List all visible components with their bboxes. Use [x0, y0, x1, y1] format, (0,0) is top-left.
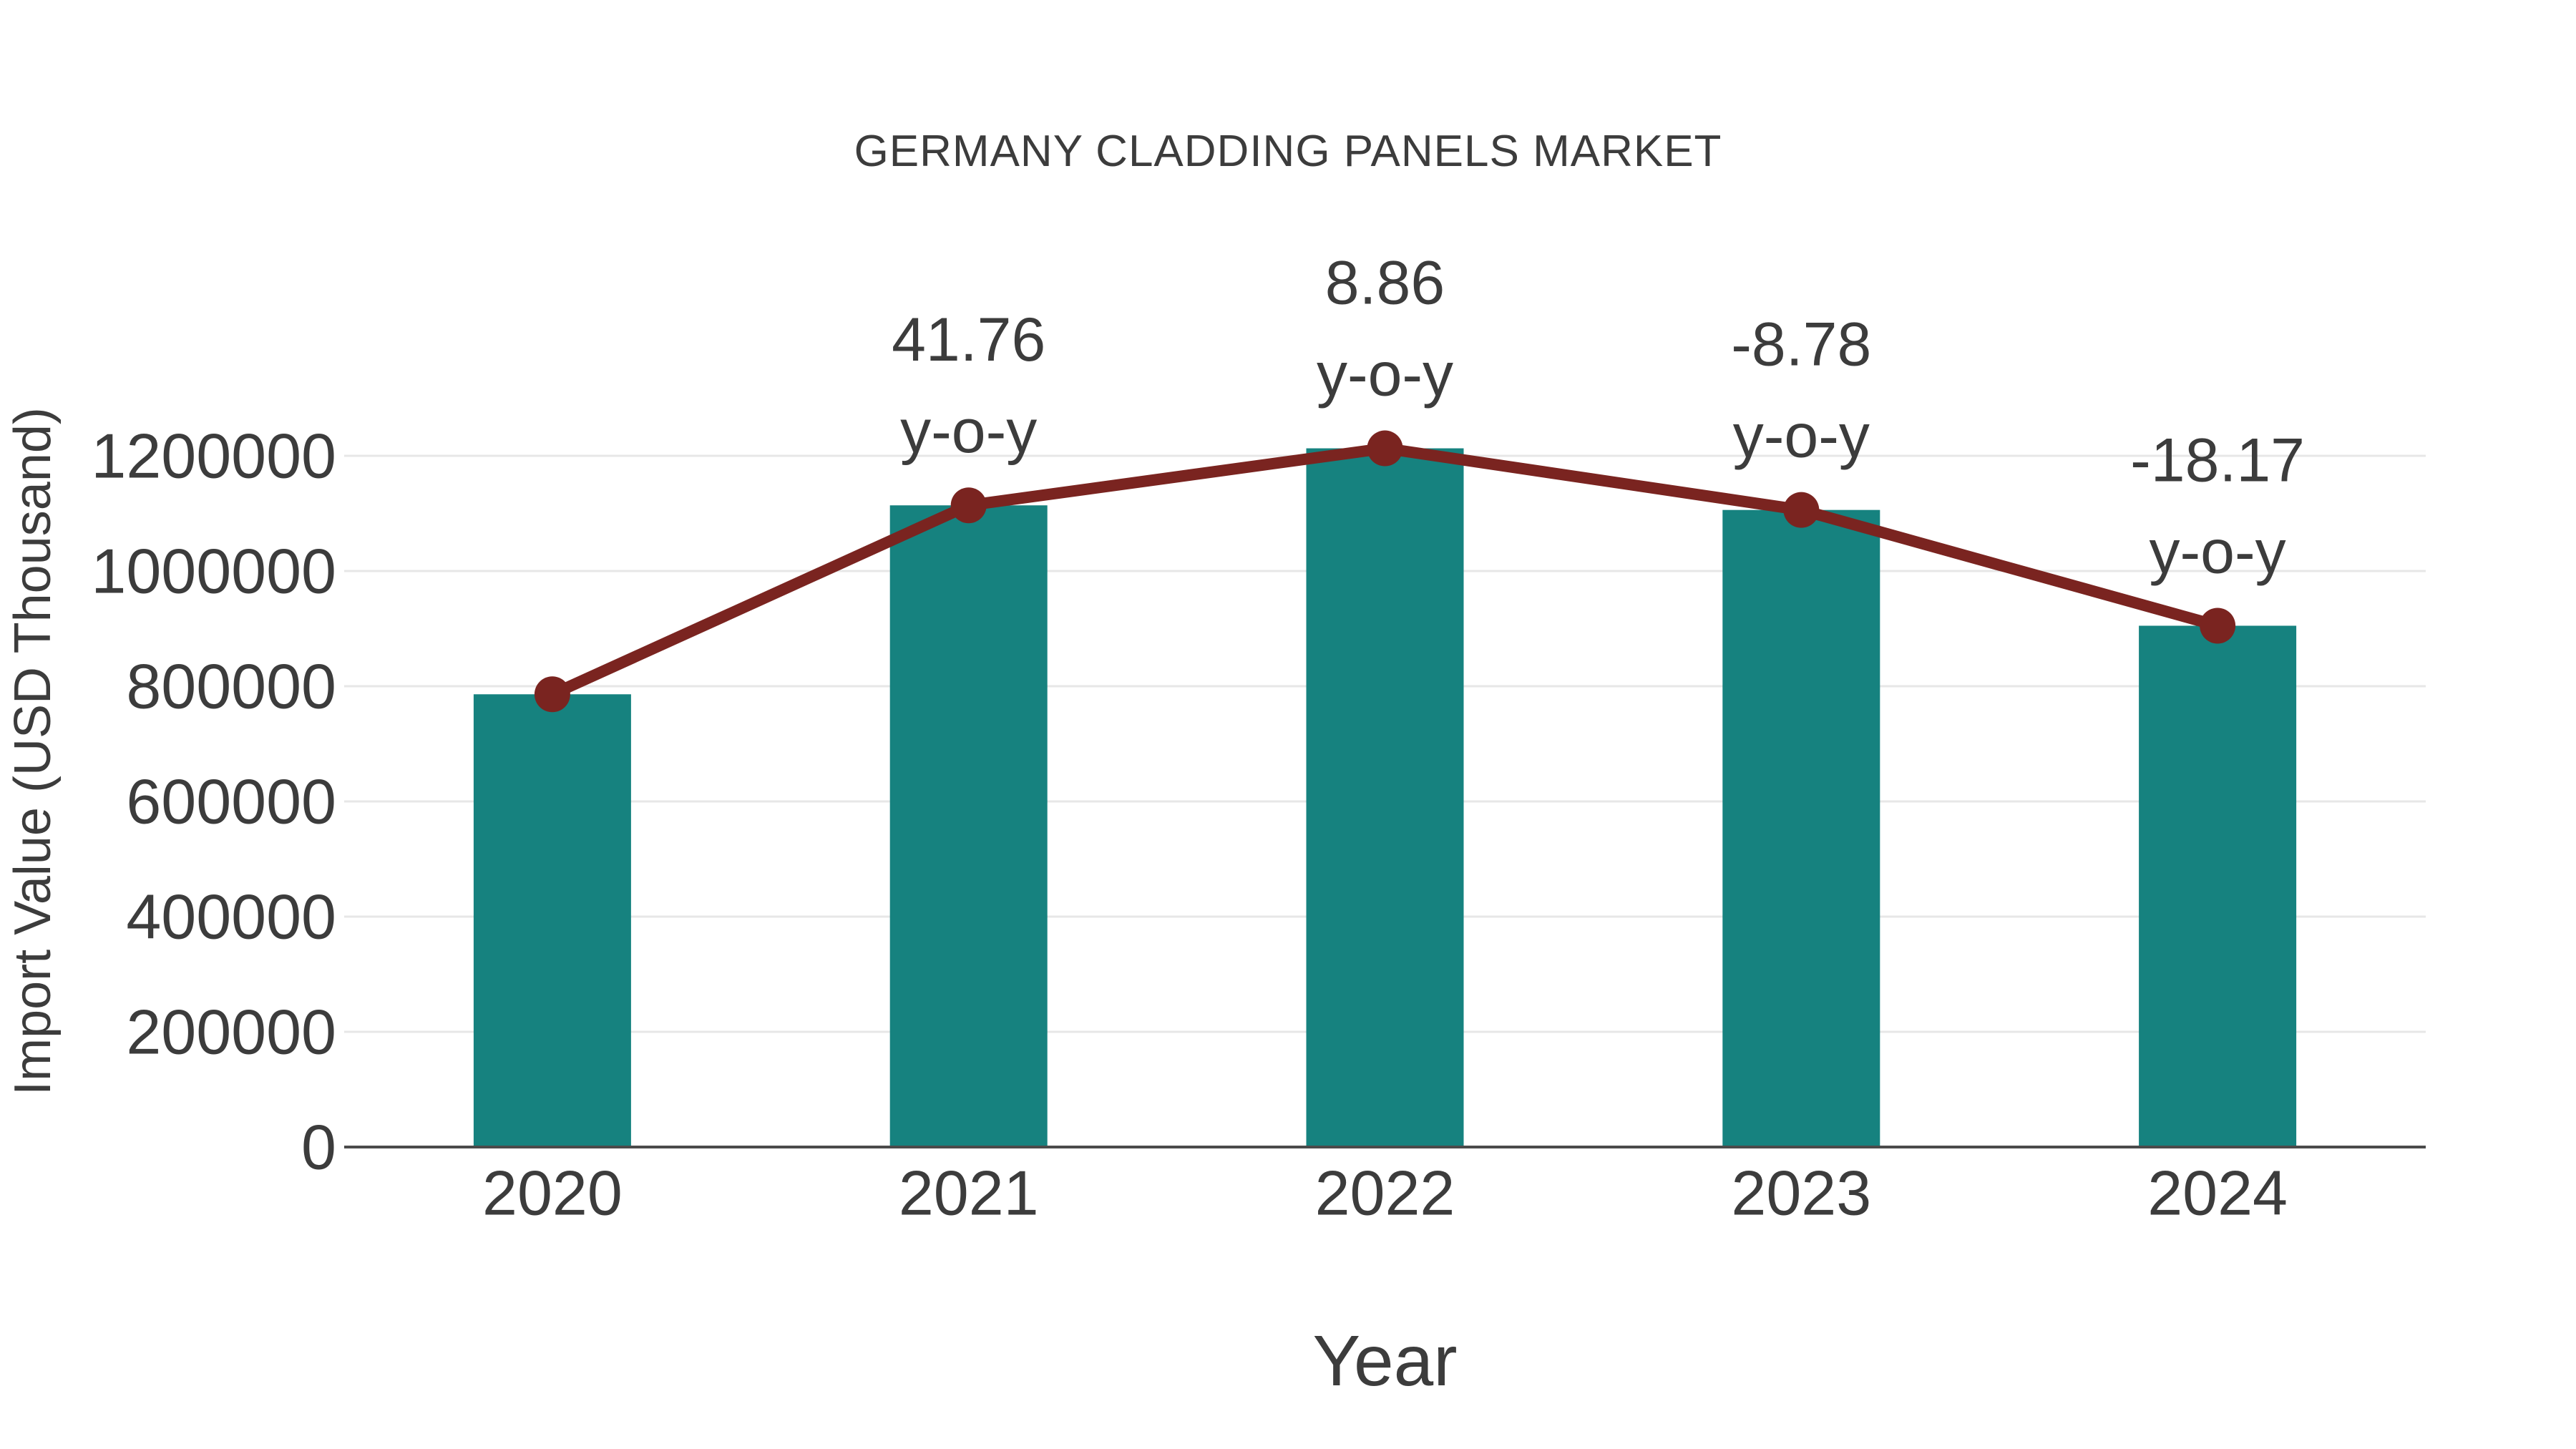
bar-2020: [473, 694, 631, 1147]
annotation-value-2022: 8.86: [1325, 249, 1445, 318]
bar-2022: [1306, 448, 1464, 1147]
y-tick-label: 1200000: [91, 421, 336, 492]
annotation-value-2023: -8.78: [1731, 311, 1871, 379]
annotation-value-2024: -18.17: [2130, 426, 2305, 494]
x-tick-label: 2020: [482, 1158, 623, 1229]
y-tick-label: 1000000: [91, 536, 336, 607]
annotation-unit-2022: y-o-y: [1317, 341, 1453, 409]
x-tick-label: 2022: [1315, 1158, 1455, 1229]
y-tick-label: 400000: [126, 882, 336, 952]
bar-2024: [2139, 625, 2297, 1147]
data-point-marker-2020: [534, 676, 570, 713]
y-tick-label: 600000: [126, 766, 336, 837]
data-point-marker-2022: [1367, 430, 1403, 467]
x-axis-title: Year: [1312, 1321, 1458, 1401]
x-tick-label: 2021: [899, 1158, 1039, 1229]
y-tick-label: 800000: [126, 651, 336, 722]
chart-title: GERMANY CLADDING PANELS MARKET: [854, 127, 1722, 176]
annotation-unit-2023: y-o-y: [1733, 402, 1870, 471]
y-axis-title: Import Value (USD Thousand): [4, 407, 62, 1096]
y-tick-label: 200000: [126, 997, 336, 1068]
x-tick-label: 2023: [1731, 1158, 1871, 1229]
data-point-marker-2024: [2200, 608, 2236, 644]
data-point-marker-2023: [1783, 492, 1820, 528]
x-tick-label: 2024: [2147, 1158, 2288, 1229]
annotation-unit-2024: y-o-y: [2150, 517, 2286, 586]
annotation-unit-2021: y-o-y: [900, 397, 1037, 466]
data-point-marker-2021: [950, 487, 987, 524]
bar-2023: [1722, 509, 1880, 1147]
annotation-value-2021: 41.76: [892, 306, 1045, 374]
y-tick-label: 0: [301, 1112, 336, 1183]
bar-2021: [889, 505, 1048, 1147]
